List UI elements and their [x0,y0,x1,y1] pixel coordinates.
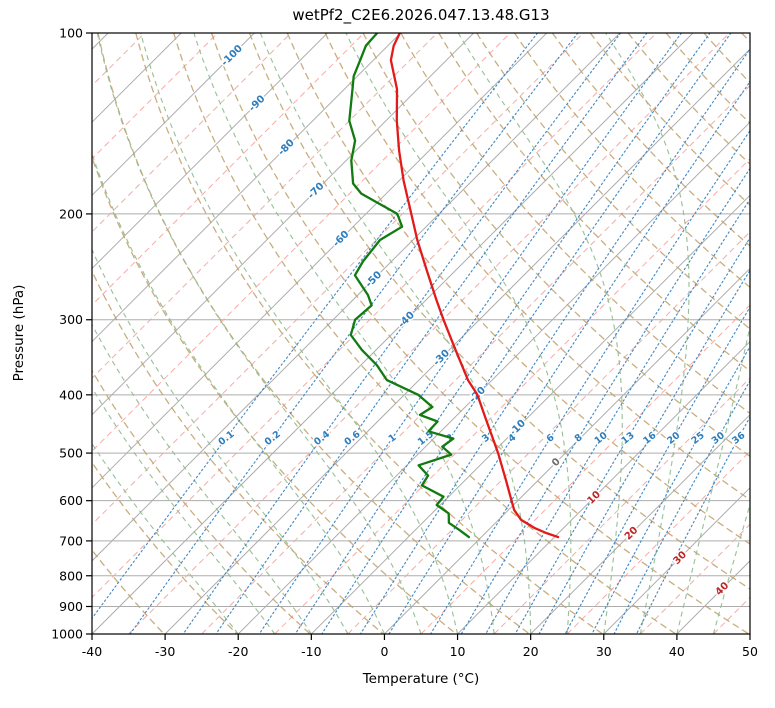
y-tick-label: 1000 [51,627,83,642]
mixing-ratio-label: 16 [641,430,658,447]
x-tick-label: 30 [596,644,612,659]
mixing-ratio-label: 25 [690,430,707,447]
isotherm-label: -100 [219,43,245,69]
isotherms-minor [92,33,750,634]
y-tick-label: 200 [59,206,83,221]
pressure-gridlines [92,33,750,634]
mixing-ratio-label: 10 [593,430,610,447]
axes-box [91,32,751,635]
mixing-ratio-label: 0.1 [216,429,236,448]
mixing-ratio-label: 6 [545,432,557,445]
dry-adiabats [92,33,750,634]
y-axis-label: Pressure (hPa) [11,284,27,382]
x-tick-label: -10 [301,644,321,659]
mixing-ratio-label: 0.4 [312,429,332,448]
dewpoint-curve [348,33,471,539]
x-tick-label: 0 [380,644,388,659]
y-tick-label: 100 [59,26,83,41]
isotherms [92,33,750,634]
mixing-ratio-label: 0.6 [342,429,362,448]
mixing-ratio-label: 20 [665,430,682,447]
x-tick-label: -20 [228,644,248,659]
x-tick-label: -40 [82,644,102,659]
y-tick-label: 900 [59,599,83,614]
mixing-ratio-label: 8 [573,432,585,445]
y-tick-label: 600 [59,493,83,508]
x-tick-label: 20 [523,644,539,659]
mixing-ratio-lines [92,33,750,634]
mixing-ratio-label: 1 [387,432,399,445]
plot-area: -100-90-80-70-60-50-40-30-20-10010203040… [92,33,750,634]
chart-title: wetPf2_C2E6.2026.047.13.48.G13 [292,6,550,24]
x-tick-label: 50 [742,644,758,659]
moist-adiabats [92,33,750,634]
y-tick-label: 300 [59,312,83,327]
temperature-curve [389,33,560,539]
x-axis-label: Temperature (°C) [362,671,480,687]
y-tick-label: 500 [59,446,83,461]
y-tick-label: 800 [59,568,83,583]
mixing-ratio-label: 0.2 [263,429,283,448]
x-tick-label: 40 [669,644,685,659]
mixing-ratio-label: 30 [710,430,727,447]
x-tick-label: -30 [155,644,175,659]
y-tick-label: 700 [59,533,83,548]
axis-ticks [86,32,751,640]
y-tick-label: 400 [59,387,83,402]
x-tick-label: 10 [450,644,466,659]
